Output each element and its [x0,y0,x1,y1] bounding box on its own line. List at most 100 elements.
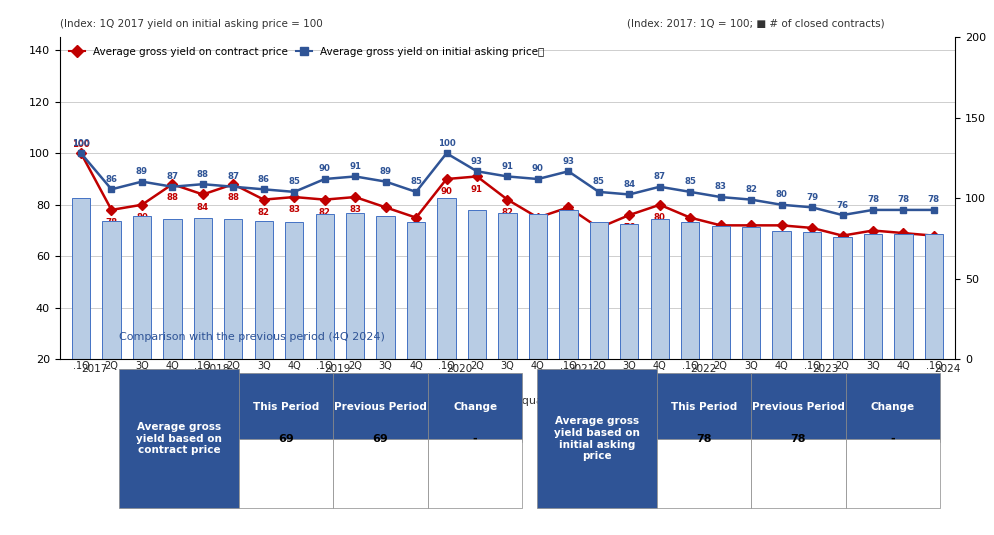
Bar [923,234,942,359]
Text: 82: 82 [257,208,269,217]
Text: 80: 80 [775,190,786,199]
Bar [711,226,729,359]
Bar [771,231,790,359]
Text: 79: 79 [805,193,817,202]
Text: 78: 78 [696,434,711,444]
Bar [72,198,90,359]
Bar [894,234,911,359]
Text: 85: 85 [288,177,300,186]
Text: 100: 100 [437,139,455,148]
Bar [589,223,607,359]
Text: 100: 100 [73,139,89,148]
Bar [163,219,181,359]
Bar [833,237,851,359]
Text: 75: 75 [532,226,544,235]
Text: 72: 72 [745,234,756,243]
Text: 88: 88 [166,193,178,202]
Text: 78: 78 [790,434,805,444]
Text: 72: 72 [714,234,726,243]
Text: 79: 79 [379,216,392,225]
Text: 78: 78 [105,218,117,227]
Text: 89: 89 [380,167,392,176]
Text: 93: 93 [470,157,482,166]
Text: -: - [472,434,477,444]
Bar [802,232,820,359]
Text: Average gross
yield based on
contract price: Average gross yield based on contract pr… [136,422,222,455]
Text: 76: 76 [836,201,848,210]
Text: 87: 87 [653,172,665,181]
Text: 71: 71 [592,236,604,245]
Text: 87: 87 [166,172,178,181]
Legend: Average gross yield on contract price, Average gross yield on initial asking pri: Average gross yield on contract price, A… [65,43,548,61]
Text: 75: 75 [410,226,421,235]
Text: Change: Change [452,402,497,412]
Text: 79: 79 [562,216,574,225]
Text: 68: 68 [927,244,939,253]
Bar [742,227,759,359]
Bar [467,210,486,359]
Text: Comparison with the previous period (4Q 2024): Comparison with the previous period (4Q … [119,332,385,342]
Text: 91: 91 [501,162,513,171]
Text: 2022: 2022 [690,364,716,374]
Text: 82: 82 [318,208,330,217]
Bar [407,223,424,359]
Bar [376,216,395,359]
Text: Change: Change [870,402,914,412]
Text: Average gross
yield based on
initial asking
price: Average gross yield based on initial ask… [554,416,639,461]
Text: 86: 86 [257,175,269,184]
Text: This Period: This Period [670,402,737,412]
Text: 93: 93 [562,157,574,166]
Text: 69: 69 [897,241,909,250]
Text: 82: 82 [501,208,513,217]
Text: 75: 75 [684,226,696,235]
Text: 84: 84 [622,180,635,189]
Text: 2023: 2023 [811,364,838,374]
Text: 69: 69 [278,434,293,444]
Text: 68: 68 [836,244,848,253]
Bar [650,219,668,359]
Text: This Period: This Period [252,402,319,412]
Text: 80: 80 [136,213,148,222]
Text: 83: 83 [714,182,726,192]
Text: 90: 90 [440,187,452,196]
Bar [346,213,364,359]
Bar [254,221,272,359]
Text: 85: 85 [592,177,604,186]
Bar [437,198,455,359]
Text: 76: 76 [622,224,635,232]
Text: 90: 90 [318,164,330,173]
Text: 85: 85 [410,177,421,186]
Text: 2018: 2018 [203,364,229,374]
Text: 88: 88 [227,193,240,202]
Text: 100: 100 [73,140,89,149]
Text: 78: 78 [866,195,878,204]
Text: 70: 70 [866,239,878,248]
Text: 84: 84 [197,203,209,212]
Text: 91: 91 [470,185,482,194]
Bar [132,216,151,359]
Text: 88: 88 [197,170,209,179]
Text: (Index: 1Q 2017 yield on initial asking price = 100: (Index: 1Q 2017 yield on initial asking … [60,19,322,29]
Bar [102,221,120,359]
Text: 80: 80 [653,213,665,222]
Bar [285,223,303,359]
Bar [619,224,638,359]
Text: 86: 86 [105,175,117,184]
Text: 69: 69 [373,434,388,444]
Bar [559,210,577,359]
Bar [194,218,212,359]
Text: 91: 91 [349,162,361,171]
Text: 2020: 2020 [446,364,472,374]
Text: 82: 82 [745,185,756,194]
Text: -: - [890,434,895,444]
Text: (Index: 2017: 1Q = 100; ■ # of closed contracts): (Index: 2017: 1Q = 100; ■ # of closed co… [626,19,884,29]
X-axis label: ( Fiscal year / quarter ): ( Fiscal year / quarter ) [443,395,571,406]
Text: 78: 78 [926,195,939,204]
Bar [224,219,243,359]
Text: 71: 71 [805,236,817,245]
Bar [315,215,334,359]
Text: 72: 72 [774,234,787,243]
Text: 78: 78 [897,195,909,204]
Text: Previous Period: Previous Period [751,402,844,412]
Text: 87: 87 [227,172,240,181]
